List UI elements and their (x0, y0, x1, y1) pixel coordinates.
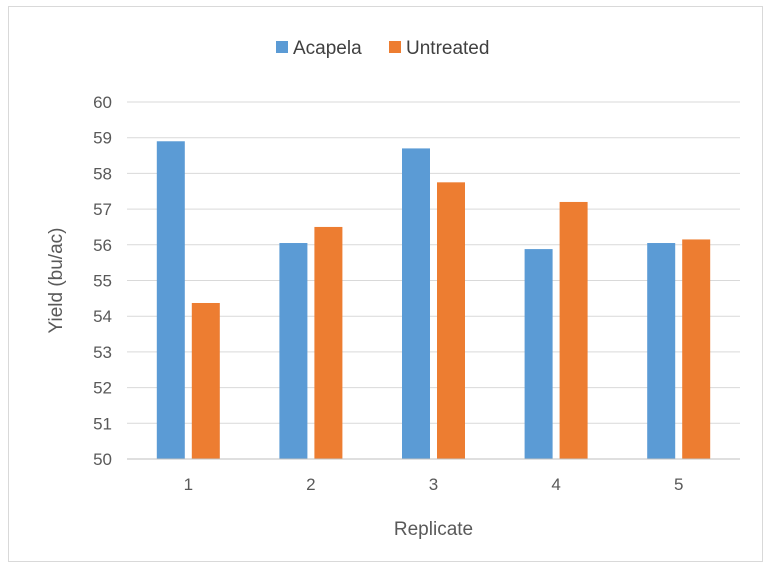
y-tick-label: 60 (93, 93, 112, 112)
y-tick-label: 58 (93, 164, 112, 183)
y-tick-label: 51 (93, 414, 112, 433)
bar-untreated-1 (191, 302, 220, 459)
y-tick-label: 59 (93, 129, 112, 148)
legend-swatch-untreated (389, 41, 401, 53)
y-axis-title: Yield (bu/ac) (46, 228, 67, 334)
legend-label-untreated: Untreated (406, 38, 489, 59)
bar-untreated-5 (682, 239, 711, 459)
bar-untreated-3 (437, 182, 465, 459)
y-tick-label: 57 (93, 200, 112, 219)
y-tick-label: 52 (93, 379, 112, 398)
legend: Acapela Untreated (276, 38, 489, 59)
y-tick-label: 54 (93, 307, 112, 326)
bar-acapela-1 (156, 141, 185, 459)
bar-acapela-4 (524, 249, 553, 459)
x-tick-label: 5 (674, 475, 683, 494)
y-tick-label: 50 (93, 450, 112, 469)
y-tick-label: 56 (93, 236, 112, 255)
x-axis-tick-labels: 1 2 3 4 5 (184, 475, 684, 494)
bar-acapela-3 (402, 148, 430, 459)
legend-swatch-acapela (276, 41, 288, 53)
gridlines (127, 101, 740, 424)
y-tick-label: 55 (93, 272, 112, 291)
bar-acapela-2 (279, 243, 308, 459)
bar-untreated-2 (314, 226, 343, 459)
bar-acapela-5 (647, 243, 676, 459)
bars (156, 141, 711, 459)
y-tick-label: 53 (93, 343, 112, 362)
x-tick-label: 2 (306, 475, 315, 494)
y-axis-tick-labels: 50 51 52 53 54 55 56 57 58 59 60 (93, 93, 112, 469)
x-tick-label: 3 (429, 475, 438, 494)
legend-label-acapela: Acapela (293, 38, 362, 59)
bar-untreated-4 (559, 201, 588, 459)
x-tick-label: 1 (184, 475, 193, 494)
chart-frame (8, 6, 763, 562)
x-axis-title: Replicate (394, 519, 473, 540)
x-tick-label: 4 (551, 475, 560, 494)
